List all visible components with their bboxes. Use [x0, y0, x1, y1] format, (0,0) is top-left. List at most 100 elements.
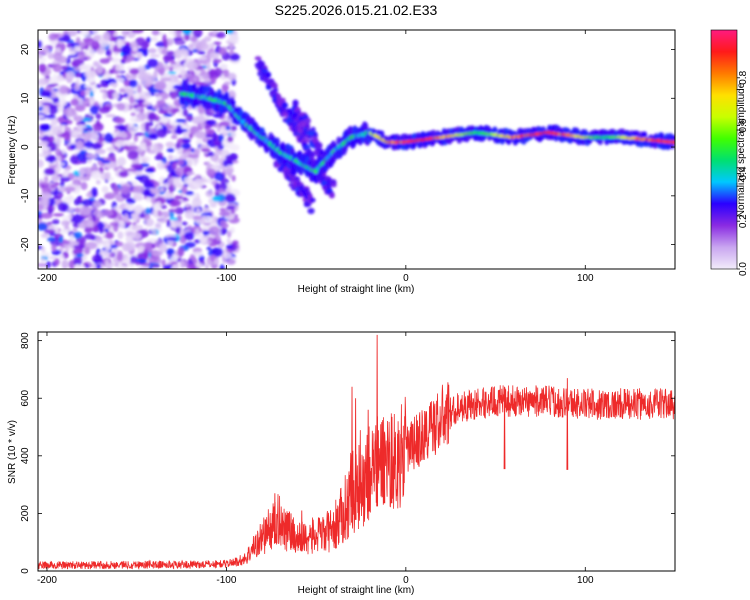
- snr-spike: [354, 398, 357, 520]
- spectrogram-cell: [179, 259, 186, 269]
- spectrogram-cell: [105, 70, 110, 80]
- spectrogram-cell: [163, 113, 173, 118]
- spectrogram-cell: [38, 50, 46, 55]
- spectrogram-cell: [224, 193, 236, 203]
- spectrogram-cell: [91, 30, 99, 34]
- spectrogram-cell: [127, 125, 138, 132]
- spectrogram-cell: [137, 84, 142, 94]
- spectrogram-cell: [172, 37, 183, 42]
- spectrogram-y-tick-label: 10: [20, 92, 31, 104]
- spectrogram-cell: [230, 130, 237, 139]
- spectrogram-cell: [197, 50, 206, 55]
- spectrogram-cell: [209, 203, 217, 208]
- spectrogram-cell: [59, 98, 67, 107]
- colorbar-tick-label: 0.0: [738, 262, 749, 276]
- spectrogram-cell: [186, 171, 195, 176]
- spectrogram-cell: [96, 64, 103, 74]
- spectrogram-cell: [221, 83, 229, 92]
- spectrogram-x-tick-label: -100: [216, 273, 236, 284]
- spectrogram-cell: [136, 106, 142, 110]
- spectrogram-cell: [137, 266, 148, 269]
- spectrogram-cell: [163, 39, 168, 49]
- spectrogram-cell: [50, 184, 57, 189]
- spectrogram-cell: [145, 167, 155, 174]
- spectrogram-cell: [67, 30, 78, 37]
- spectrogram-cell: [197, 177, 208, 184]
- spectrogram-cell: [79, 206, 91, 216]
- spectrogram-cell: [39, 197, 50, 207]
- spectrogram-cell: [127, 145, 139, 151]
- spectrogram-cell: [152, 229, 158, 236]
- spectrogram-cell: [134, 118, 142, 123]
- spectrogram-cell: [208, 68, 216, 78]
- spectrogram-cell: [45, 114, 56, 120]
- spectrogram-cell: [186, 60, 198, 70]
- spectrogram-cell: [151, 36, 158, 42]
- spectrogram-cell: [85, 154, 98, 159]
- spectrogram-cell: [181, 221, 188, 226]
- spectrogram-cell: [74, 83, 81, 91]
- spectrogram-cell: [124, 202, 134, 212]
- spectrogram-cell: [101, 185, 109, 194]
- spectrogram-cell: [75, 253, 84, 258]
- spectrogram-cell: [71, 130, 79, 137]
- spectrogram-cell: [44, 229, 56, 234]
- spectrogram-cell: [126, 168, 137, 173]
- spectrogram-cell: [134, 132, 145, 136]
- spectrogram-cell: [64, 186, 76, 192]
- spectrogram-cell: [43, 168, 56, 176]
- spectrogram-cell: [212, 41, 222, 45]
- spectrogram-cell: [133, 194, 144, 201]
- spectrogram-cell: [40, 233, 49, 239]
- spectrogram-cell: [102, 91, 108, 101]
- spectrogram-cell: [131, 30, 144, 34]
- spectrogram-cell: [208, 237, 213, 242]
- spectrogram-cell: [122, 30, 127, 39]
- spectrogram-cell: [221, 123, 229, 127]
- spectrogram-cell: [43, 175, 49, 183]
- spectrogram-cell: [228, 169, 233, 179]
- spectrogram-cell: [92, 225, 99, 232]
- spectrogram-cell: [111, 36, 118, 42]
- spectrogram-cell: [39, 252, 51, 257]
- spectrogram-cell: [225, 244, 234, 250]
- spectrogram-cell: [143, 188, 151, 197]
- spectrogram-cell: [139, 91, 152, 100]
- spectrogram-cell: [150, 187, 161, 195]
- spectrogram-cell: [74, 45, 82, 52]
- spectrogram-cell: [123, 93, 129, 98]
- spectrogram-cell: [76, 255, 83, 266]
- spectrogram-cell: [130, 163, 143, 169]
- spectrogram-cell: [138, 174, 150, 184]
- spectrogram-cell: [201, 215, 207, 220]
- spectrogram-cell: [118, 170, 129, 178]
- spectrogram-cell: [46, 221, 53, 225]
- spectrogram-cell: [226, 30, 234, 35]
- spectrogram-cell: [159, 187, 165, 192]
- spectrogram-cell: [147, 48, 157, 54]
- spectrogram-cell: [184, 231, 195, 241]
- spectrogram-cell: [200, 148, 211, 152]
- spectrogram-cell: [48, 256, 57, 260]
- spectrogram-cell: [254, 56, 262, 61]
- spectrogram-cell: [48, 104, 59, 115]
- spectrogram-cell: [672, 140, 675, 144]
- spectrogram-cell: [52, 196, 62, 200]
- spectrogram-cell: [210, 42, 215, 48]
- spectrogram-cell: [108, 68, 115, 75]
- spectrogram-cell: [304, 123, 311, 129]
- spectrogram-cell: [117, 156, 127, 167]
- spectrogram-cell: [167, 71, 177, 75]
- spectrogram-cell: [110, 57, 121, 63]
- spectrogram-cell: [88, 48, 96, 58]
- spectrogram-cell: [126, 54, 136, 61]
- spectrogram-cell: [227, 72, 237, 81]
- spectrogram-cell: [91, 187, 98, 198]
- spectrogram-cell: [129, 96, 135, 105]
- snr-x-tick-label: 100: [577, 575, 594, 586]
- snr-spike: [503, 386, 506, 470]
- spectrogram-cell: [63, 130, 71, 141]
- spectrogram-cell: [91, 131, 98, 135]
- spectrogram-cell: [166, 50, 175, 56]
- spectrogram-cell: [59, 176, 71, 182]
